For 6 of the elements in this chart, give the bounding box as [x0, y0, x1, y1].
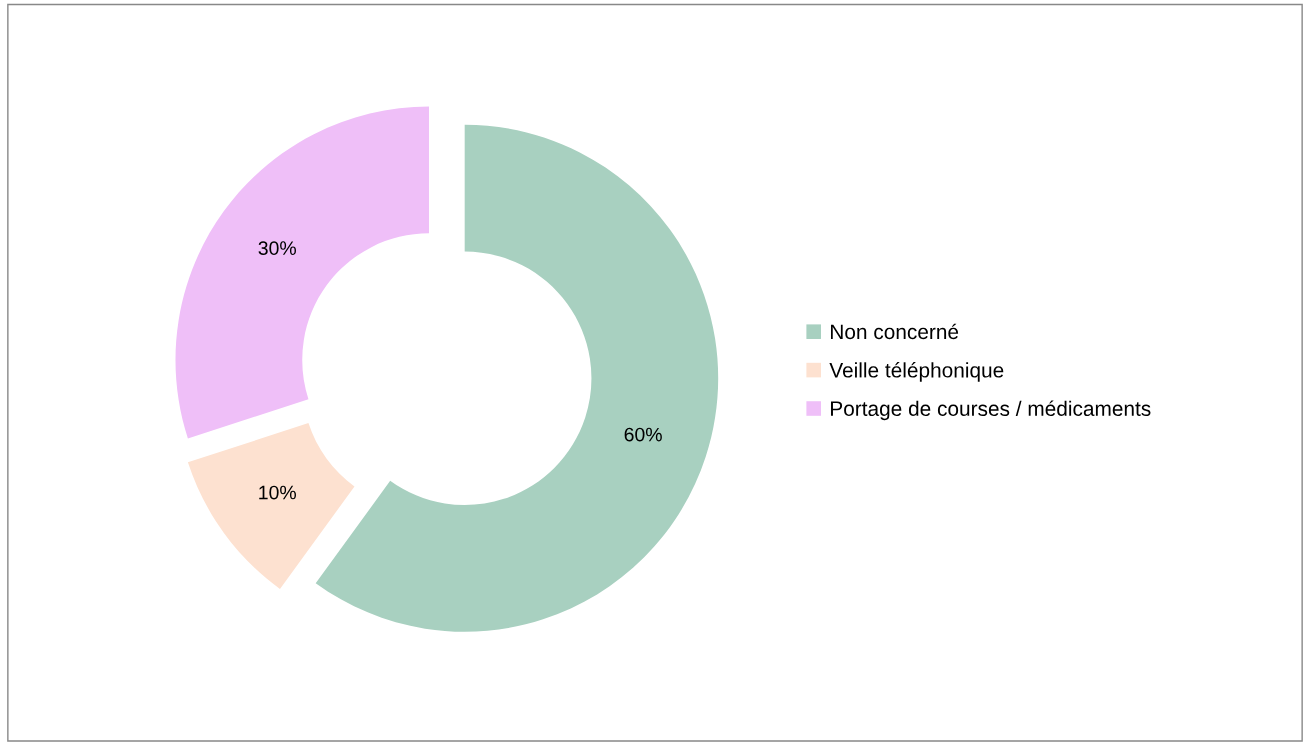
- legend-label: Veille téléphonique: [829, 362, 1004, 382]
- legend-label: Portage de courses / médicaments: [831, 400, 1151, 421]
- legend-label: Non concerné: [831, 323, 959, 340]
- data-label: 10%: [259, 485, 296, 500]
- data-label: 30%: [258, 241, 296, 256]
- data-label: 60%: [624, 427, 662, 442]
